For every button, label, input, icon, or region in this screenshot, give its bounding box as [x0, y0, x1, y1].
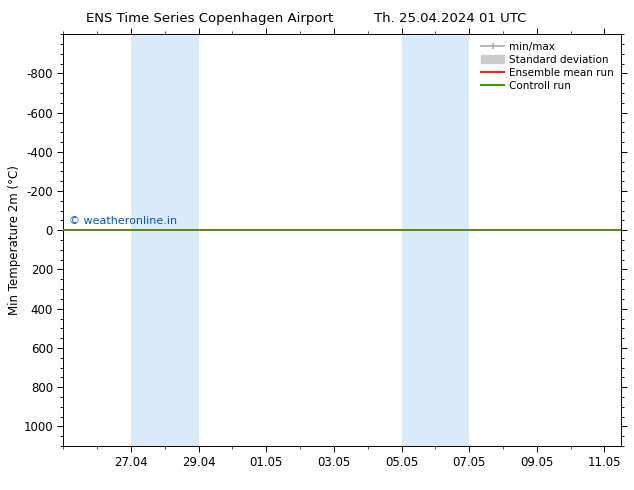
Text: Th. 25.04.2024 01 UTC: Th. 25.04.2024 01 UTC	[374, 12, 526, 25]
Bar	[401, 34, 469, 446]
Text: © weatheronline.in: © weatheronline.in	[69, 216, 177, 226]
Y-axis label: Min Temperature 2m (°C): Min Temperature 2m (°C)	[8, 165, 20, 315]
Legend: min/max, Standard deviation, Ensemble mean run, Controll run: min/max, Standard deviation, Ensemble me…	[477, 37, 618, 95]
Text: ENS Time Series Copenhagen Airport: ENS Time Series Copenhagen Airport	[86, 12, 333, 25]
Bar	[131, 34, 198, 446]
